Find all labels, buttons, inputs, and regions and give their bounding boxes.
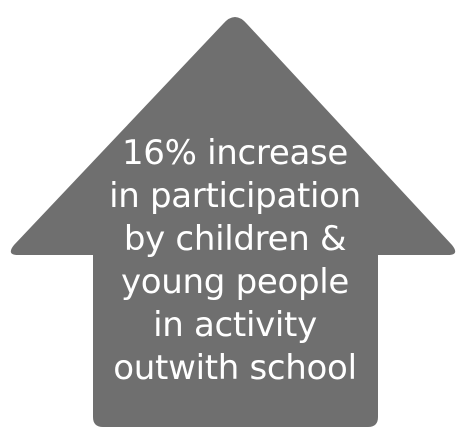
message-line-1: 16% increase xyxy=(121,133,349,173)
message-line-2: in participation xyxy=(109,176,361,216)
message-line-6: outwith school xyxy=(113,348,357,388)
statistic-message: 16% increase in participation by childre… xyxy=(95,132,375,390)
message-line-4: young people xyxy=(120,262,350,302)
message-line-5: in activity xyxy=(153,305,317,345)
message-line-3: by children & xyxy=(123,219,347,259)
